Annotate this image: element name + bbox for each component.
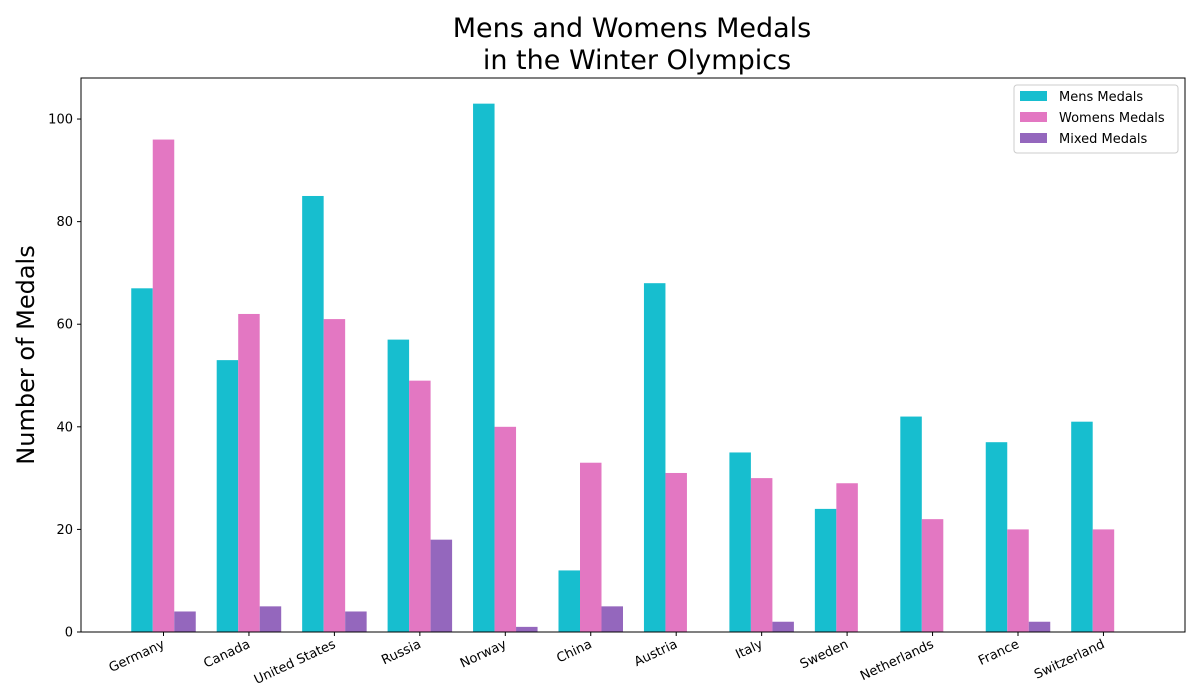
plot-frame — [80, 77, 1186, 633]
y-tick-label: 20 — [56, 523, 73, 538]
x-tick-label: France — [976, 637, 1022, 669]
bar-mens-medals-canada — [216, 360, 239, 632]
bar-womens-medals-netherlands — [921, 519, 944, 632]
y-tick-label: 60 — [56, 318, 73, 333]
legend-label: Mens Medals — [1059, 90, 1143, 105]
x-tick-label: United States — [252, 637, 338, 688]
legend: Mens Medals Womens Medals Mixed Medals — [1013, 84, 1179, 154]
chart-title-line-2: in the Winter Olympics — [483, 45, 791, 76]
bar-mens-medals-china — [558, 570, 580, 632]
x-tick-label: Russia — [379, 637, 423, 668]
bar-mixed-medals-france — [1028, 621, 1051, 632]
x-tick-label: Canada — [201, 637, 252, 672]
bar-mixed-medals-canada — [259, 606, 282, 632]
bar-womens-medals-canada — [238, 313, 260, 632]
bar-mens-medals-norway — [473, 103, 495, 632]
bar-womens-medals-united-states — [323, 319, 346, 632]
bar-mixed-medals-russia — [430, 539, 453, 632]
bar-womens-medals-russia — [409, 380, 431, 632]
x-tick-label: Austria — [632, 637, 680, 670]
x-tick-label: Norway — [458, 637, 509, 672]
bar-mens-medals-germany — [131, 288, 153, 632]
legend-label: Womens Medals — [1059, 111, 1165, 126]
bar-womens-medals-china — [580, 462, 602, 632]
bar-mens-medals-russia — [387, 339, 410, 632]
x-tick-label: Germany — [107, 637, 168, 676]
x-tick-label: China — [554, 637, 594, 666]
bar-womens-medals-sweden — [836, 483, 858, 632]
x-tick-label: Sweden — [798, 637, 851, 672]
bar-womens-medals-austria — [665, 472, 687, 632]
bar-womens-medals-switzerland — [1092, 529, 1115, 632]
bar-mens-medals-switzerland — [1071, 421, 1093, 632]
x-tick-label: Italy — [733, 637, 765, 663]
bar-mens-medals-united-states — [302, 195, 324, 633]
y-axis-ticks: 0 20 40 60 80 100 — [48, 113, 81, 641]
bar-womens-medals-italy — [750, 478, 773, 632]
bar-mixed-medals-italy — [772, 621, 794, 632]
bar-mens-medals-netherlands — [900, 416, 922, 632]
bar-mixed-medals-norway — [516, 626, 538, 632]
y-axis-label: Number of Medals — [12, 245, 40, 464]
y-tick-label: 0 — [65, 626, 73, 641]
y-tick-label: 80 — [56, 215, 73, 230]
bar-mixed-medals-united-states — [345, 611, 367, 632]
bar-mens-medals-italy — [729, 452, 751, 632]
x-axis-ticks: Germany Canada United States Russia Norway Ch… — [107, 632, 1107, 688]
bar-mixed-medals-germany — [174, 611, 196, 632]
legend-box — [1013, 84, 1179, 154]
y-tick-label: 40 — [56, 420, 73, 435]
bar-womens-medals-france — [1007, 529, 1029, 632]
chart-title-line-1: Mens and Womens Medals — [453, 13, 812, 44]
legend-swatch — [1020, 133, 1047, 143]
bar-mens-medals-austria — [643, 283, 666, 632]
bar-womens-medals-germany — [152, 139, 175, 632]
bar-womens-medals-norway — [494, 426, 517, 632]
bar-mens-medals-sweden — [814, 508, 837, 632]
legend-swatch — [1020, 91, 1047, 101]
legend-label: Mixed Medals — [1059, 132, 1148, 147]
x-tick-label: Switzerland — [1032, 637, 1107, 683]
x-tick-label: Netherlands — [858, 637, 936, 684]
bar-mixed-medals-china — [601, 606, 623, 632]
legend-swatch — [1020, 112, 1047, 122]
y-tick-label: 100 — [48, 113, 73, 128]
bar-mens-medals-france — [985, 442, 1008, 632]
bars-group — [131, 103, 1115, 633]
